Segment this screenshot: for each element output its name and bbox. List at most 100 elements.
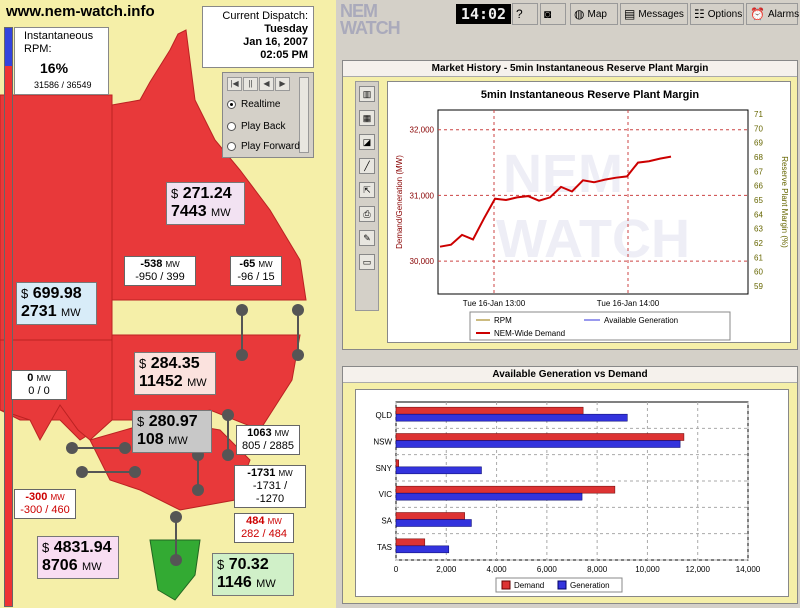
dispatch-box: Current Dispatch: Tuesday Jan 16, 2007 0… <box>202 6 314 68</box>
options-icon: ☷ <box>694 7 705 21</box>
legend-generation: Generation <box>570 581 610 590</box>
demand-bar <box>395 406 584 415</box>
y-tick-label: 31,000 <box>410 191 435 200</box>
table-icon[interactable]: ▦ <box>359 110 375 126</box>
tas-region <box>149 539 201 601</box>
ic-unit: MW <box>278 469 293 478</box>
skip-back-button[interactable]: |◀ <box>227 77 242 91</box>
step-back-button[interactable]: ◀ <box>259 77 274 91</box>
y2-axis-label: Reserve Plant Margin (%) <box>780 156 789 248</box>
ic-unit: MW <box>258 260 273 269</box>
messages-button[interactable]: ▤ Messages <box>620 3 688 25</box>
qld-region <box>111 29 307 301</box>
bar-chart-area: 0 2,000 4,000 6,000 8,000 10,000 12,000 14,000 Q… <box>355 389 789 597</box>
alarms-label: Alarms <box>767 8 800 20</box>
tas-price-box[interactable]: $ 70.32 1146 MW <box>212 553 294 596</box>
playback-radio[interactable]: Play Back <box>227 121 285 132</box>
alarms-button[interactable]: ⏰ Alarms <box>746 3 800 25</box>
options-label: Options <box>707 8 743 20</box>
camera-button[interactable]: ◙ <box>540 3 566 25</box>
vic-mw: 8706 <box>42 557 78 574</box>
demand-bar <box>395 433 685 441</box>
ic-unit: MW <box>165 260 180 269</box>
rpm-percent: 16% <box>40 60 69 76</box>
logo-line-2: WATCH <box>340 18 401 38</box>
playback-slider[interactable] <box>299 77 309 153</box>
interconnector-box[interactable]: 484 MW 282 / 484 <box>234 513 294 543</box>
globe-icon: ◍ <box>574 7 585 21</box>
chart-title: 5min Instantaneous Reserve Plant Margin <box>481 89 700 101</box>
vic-price-box[interactable]: $ 4831.94 8706 MW <box>37 536 119 579</box>
generation-bar <box>395 413 628 422</box>
ic-value: 484 <box>246 515 265 527</box>
y2-tick-label: 61 <box>754 253 763 262</box>
logo-line-1: NEM <box>340 1 378 21</box>
legend-generation: Available Generation <box>604 316 678 325</box>
bar-chart-icon[interactable]: ▥ <box>359 86 375 102</box>
ic-unit: MW <box>274 429 289 438</box>
ic-unit: MW <box>36 374 51 383</box>
step-forward-button[interactable]: ▶ <box>275 77 290 91</box>
generation-bar <box>395 545 450 554</box>
playforward-radio[interactable]: Play Forward <box>227 141 300 152</box>
y2-tick-label: 70 <box>754 124 763 133</box>
x-tick-label: 4,000 <box>487 565 508 574</box>
interconnector-box[interactable]: 1063 MW 805 / 2885 <box>236 425 300 455</box>
panel-title: Available Generation vs Demand <box>343 367 797 383</box>
right-panel: NEM WATCH 14:02 ? ◙ ◍ Map ▤ Messages ☷ Opti… <box>336 0 800 608</box>
map-label: Map <box>587 8 607 20</box>
y2-tick-label: 68 <box>754 153 763 162</box>
legend-box <box>469 311 731 341</box>
dispatch-time: 02:05 PM <box>260 49 308 61</box>
site-url[interactable]: www.nem-watch.info <box>6 3 155 20</box>
export-icon[interactable]: ⇱ <box>359 182 375 198</box>
interconnector-box[interactable]: 0 MW 0 / 0 <box>11 370 67 400</box>
interconnector-box[interactable]: -65 MW -96 / 15 <box>230 256 282 286</box>
panel-title: Market History - 5min Instantaneous Rese… <box>343 61 797 77</box>
help-button[interactable]: ? <box>512 3 538 25</box>
x-tick-label: 6,000 <box>537 565 558 574</box>
line-chart-icon[interactable]: ╱ <box>359 158 375 174</box>
window-icon[interactable]: ▭ <box>359 254 375 270</box>
currency-symbol: $ <box>42 540 50 555</box>
mw-unit: MW <box>211 207 231 219</box>
nsw-price: 284.35 <box>150 355 200 372</box>
radio-icon <box>227 122 236 131</box>
sny-price-box[interactable]: $ 280.97 108 MW <box>132 410 212 453</box>
qld-price-box[interactable]: $ 271.24 7443 MW <box>166 182 245 225</box>
interconnector-box[interactable]: -300 MW -300 / 460 <box>14 489 76 519</box>
interconnector-box[interactable]: -538 MW -950 / 399 <box>124 256 196 286</box>
print-icon[interactable]: ⎙ <box>359 206 375 222</box>
tas-price: 70.32 <box>228 556 269 573</box>
ic-range: -950 / 399 <box>135 271 185 283</box>
ic-unit: MW <box>267 517 282 526</box>
ic-value: 1063 <box>247 427 272 439</box>
legend-rpm: RPM <box>494 316 512 325</box>
demand-bar <box>395 512 465 520</box>
legend-demand: Demand <box>514 581 544 590</box>
options-button[interactable]: ☷ Options <box>690 3 744 25</box>
nsw-price-box[interactable]: $ 284.35 11452 MW <box>134 352 216 395</box>
radio-icon <box>227 142 236 151</box>
y2-tick-label: 60 <box>754 268 763 277</box>
x-tick-label: 14,000 <box>736 565 761 574</box>
ic-value: -65 <box>239 258 256 270</box>
x-tick-label: 0 <box>394 565 399 574</box>
realtime-radio[interactable]: Realtime <box>227 99 280 110</box>
area-chart-icon[interactable]: ◪ <box>359 134 375 150</box>
x-tick-label: Tue 16-Jan 13:00 <box>463 299 526 308</box>
line-chart-area: 5min Instantaneous Reserve Plant Margin N… <box>387 81 791 343</box>
pause-button[interactable]: || <box>243 77 258 91</box>
y2-tick-label: 65 <box>754 196 763 205</box>
mw-unit: MW <box>82 561 102 573</box>
dispatch-date: Jan 16, 2007 <box>243 36 308 48</box>
sa-mw: 2731 <box>21 303 57 320</box>
qld-price: 271.24 <box>182 185 232 202</box>
map-button[interactable]: ◍ Map <box>570 3 618 25</box>
vic-price: 4831.94 <box>53 539 112 556</box>
y2-tick-label: 64 <box>754 210 763 219</box>
sa-price-box[interactable]: $ 699.98 2731 MW <box>16 282 97 325</box>
x-tick-label: Tue 16-Jan 14:00 <box>597 299 660 308</box>
edit-icon[interactable]: ✎ <box>359 230 375 246</box>
interconnector-box[interactable]: -1731 MW -1731 / -1270 <box>234 465 306 508</box>
